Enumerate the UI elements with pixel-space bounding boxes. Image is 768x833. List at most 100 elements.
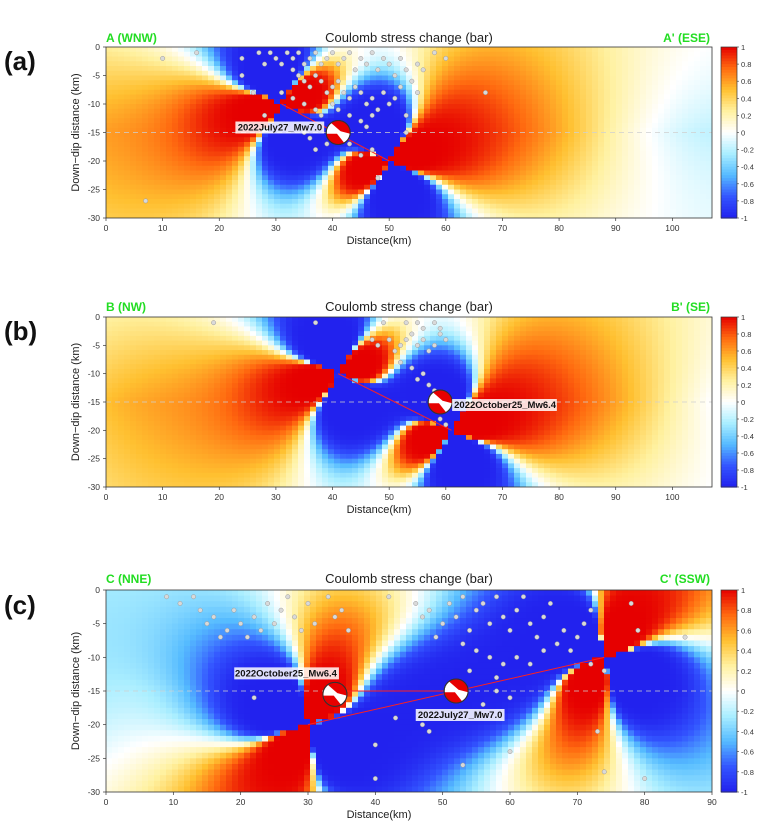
heatmap-cell [502,189,509,195]
heatmap-cell [580,165,587,172]
heatmap-cell [694,189,701,195]
heatmap-cell [520,184,527,191]
heatmap-cell [658,104,665,110]
heatmap-cell [232,80,239,86]
heatmap-cell [160,416,167,422]
heatmap-cell [352,108,359,115]
heatmap-cell [508,56,515,62]
heatmap-cell [670,47,677,53]
heatmap-cell [634,208,641,214]
heatmap-cell [220,75,227,81]
heatmap-cell [394,94,401,100]
heatmap-cell [508,199,515,205]
heatmap-cell [652,89,659,96]
heatmap-cell [376,194,383,200]
heatmap-cell [262,137,269,143]
heatmap-cell [244,359,251,365]
colorbar-segment [721,135,737,139]
aftershock-point [369,112,375,118]
heatmap-cell [598,75,605,81]
heatmap-cell [184,85,191,91]
heatmap-cell [400,165,407,172]
heatmap-cell [574,70,581,77]
heatmap-cell [604,189,611,195]
heatmap-cell [706,99,712,105]
colorbar-segment [721,166,737,171]
heatmap-cell [628,142,635,148]
heatmap-cell [214,435,221,441]
heatmap-cell [274,331,281,337]
heatmap-cell [238,180,245,186]
heatmap-cell [652,170,659,176]
heatmap-cell [328,208,335,214]
heatmap-cell [484,180,491,186]
heatmap-cell [202,468,209,474]
heatmap-cell [406,47,413,53]
heatmap-cell [352,56,359,62]
heatmap-cell [442,189,449,195]
heatmap-cell [202,165,209,172]
heatmap-cell [574,47,581,53]
heatmap-cell [574,80,581,86]
heatmap-cell [676,47,683,53]
heatmap-cell [130,458,137,464]
heatmap-cell [352,75,359,81]
heatmap-cell [124,208,131,214]
heatmap-cell [370,66,377,72]
heatmap-cell [250,383,257,389]
heatmap-cell [436,61,443,67]
heatmap-cell [298,151,305,157]
heatmap-cell [496,123,503,129]
heatmap-cell [706,194,712,200]
profile-start-label: A (WNW) [106,31,157,45]
heatmap-cell [418,113,425,119]
heatmap-cell [286,108,293,115]
heatmap-cell [640,213,647,218]
heatmap-cell [568,70,575,77]
focal-mechanism-quadrant [331,120,351,134]
heatmap-cell [202,392,209,398]
heatmap-cell [604,170,611,176]
heatmap-cell [136,165,143,172]
heatmap-cell [358,146,365,153]
heatmap-cell [220,132,227,138]
heatmap-cell [382,146,389,153]
heatmap-cell [232,416,239,422]
heatmap-cell [472,208,479,214]
heatmap-cell [490,75,497,81]
heatmap-cell [214,146,221,153]
heatmap-cell [586,80,593,86]
heatmap-cell [286,378,293,384]
heatmap-cell [328,75,335,81]
heatmap-cell [148,75,155,81]
heatmap-cell [238,449,245,455]
heatmap-cell [136,392,143,398]
heatmap-cell [394,137,401,143]
heatmap-cell [226,118,233,124]
heatmap-cell [592,137,599,143]
heatmap-cell [244,70,251,77]
heatmap-cell [538,208,545,214]
heatmap-cell [508,189,515,195]
heatmap-cell [160,66,167,72]
heatmap-cell [562,56,569,62]
heatmap-cell [574,199,581,205]
heatmap-cell [196,402,203,408]
heatmap-cell [160,406,167,413]
heatmap-cell [532,85,539,91]
heatmap-cell [106,397,113,403]
heatmap-cell [490,47,497,53]
heatmap-cell [262,411,269,417]
heatmap-cell [250,444,257,450]
heatmap-cell [502,118,509,124]
heatmap-cell [628,94,635,100]
heatmap-cell [520,99,527,105]
heatmap-cell [664,180,671,186]
heatmap-cell [142,392,149,398]
heatmap-cell [172,89,179,96]
heatmap-cell [286,61,293,67]
heatmap-cell [574,56,581,62]
heatmap-cell [292,354,299,361]
heatmap-cell [304,75,311,81]
heatmap-cell [460,146,467,153]
